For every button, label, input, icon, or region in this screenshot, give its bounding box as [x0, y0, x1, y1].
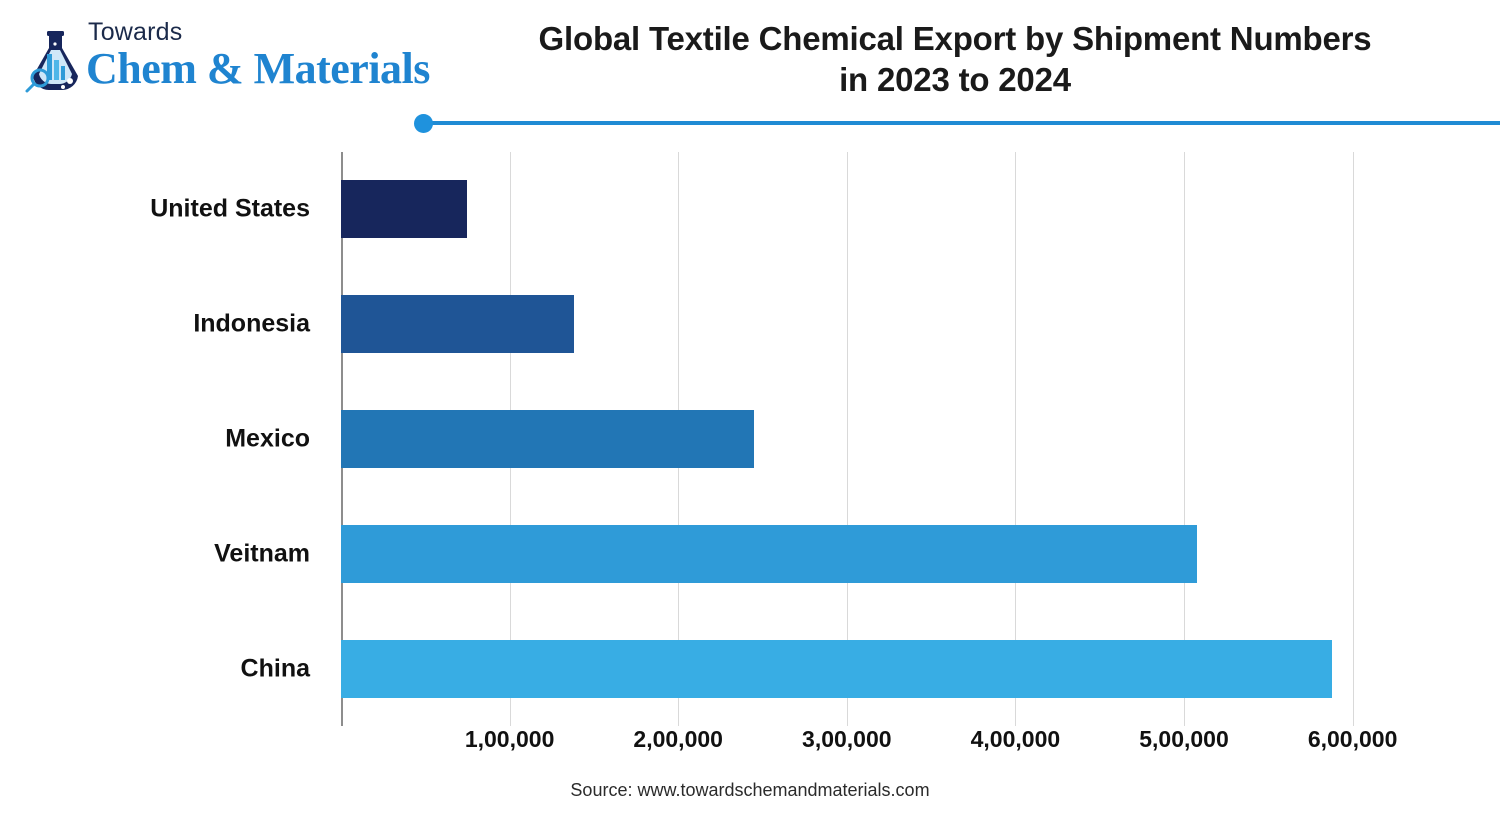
x-tick-label: 2,00,000: [633, 726, 723, 752]
bar: [341, 639, 1333, 698]
brand-name-main: Chem & Materials: [86, 44, 430, 93]
bar-row: Indonesia: [0, 267, 1500, 382]
header-divider: [414, 114, 1500, 134]
flask-icon: [18, 24, 90, 96]
gridline: [1352, 152, 1354, 726]
bar: [341, 180, 468, 239]
x-tick-label: 4,00,000: [970, 726, 1061, 752]
bar: [341, 295, 574, 354]
page-title: Global Textile Chemical Export by Shipme…: [420, 18, 1490, 100]
x-tick-label: 3,00,000: [802, 726, 892, 752]
bar-row: China: [0, 611, 1500, 726]
bars-container: United States Indonesia Mexico Veitnam China: [0, 152, 1500, 726]
bar-row: Mexico: [0, 382, 1500, 497]
page-title-line-1: Global Textile Chemical Export by Shipme…: [538, 20, 1372, 57]
brand-name-top: Towards: [88, 18, 183, 46]
x-axis: 1,00,000 2,00,000 3,00,000 4,00,000 5,00,000…: [0, 726, 1500, 776]
bar-row: Veitnam: [0, 496, 1500, 611]
source-note: Source: www.towardschemandmaterials.com: [570, 780, 930, 800]
category-label: Veitnam: [214, 539, 310, 568]
bar-chart: United States Indonesia Mexico Veitnam China: [0, 140, 1500, 740]
x-tick-label: 1,00,000: [464, 726, 555, 752]
x-tick-label: 5,00,000: [1139, 726, 1229, 752]
category-label: Indonesia: [193, 309, 310, 338]
brand-logo: Towards Chem & Materials: [14, 18, 430, 98]
category-label: United States: [150, 194, 310, 223]
x-tick-label: 6,00,000: [1307, 726, 1398, 752]
bar: [341, 409, 755, 468]
divider-dot-icon: [414, 114, 433, 133]
divider-line: [424, 121, 1500, 125]
gridline: [1184, 152, 1185, 726]
category-label: Mexico: [225, 424, 310, 453]
category-label: China: [240, 654, 310, 683]
gridline: [1015, 152, 1017, 726]
gridline: [846, 152, 848, 726]
chart-header: Towards Chem & Materials Global Textile …: [0, 0, 1500, 112]
bar: [341, 524, 1198, 583]
bar-row: United States: [0, 152, 1500, 267]
page-title-line-2: in 2023 to 2024: [839, 61, 1071, 98]
brand-text: Towards Chem & Materials: [86, 18, 430, 93]
